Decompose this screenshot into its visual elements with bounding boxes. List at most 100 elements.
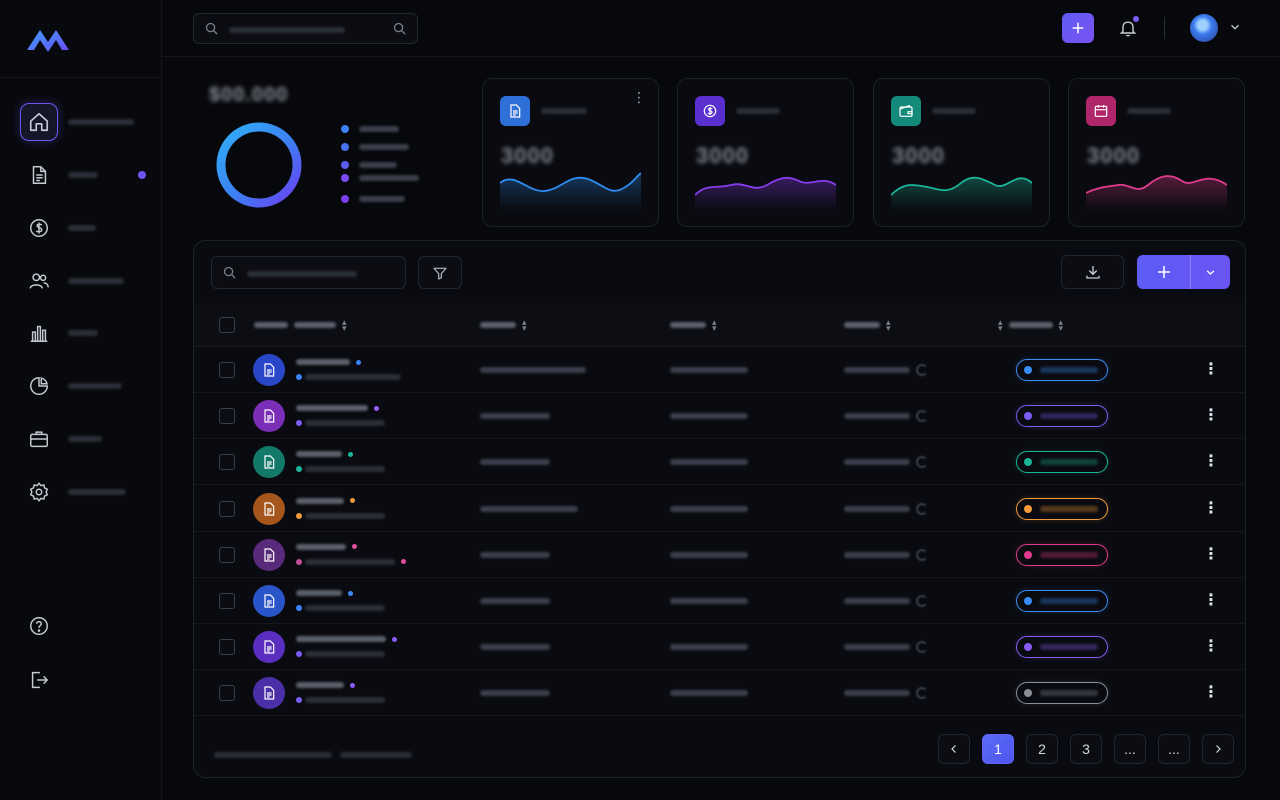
table-panel: ▴ ▾ ▴ ▾ ▴ ▾ ▴ ▾ ▴ ▾ ▴ ▾ ⋮ ⋮ ⋮ ⋮ ⋮ ⋮ ⋮ ⋮ 1 2 3 ... ..: [193, 240, 1246, 778]
sidebar-item-help[interactable]: [20, 606, 150, 646]
page-ellipsis[interactable]: ...: [1114, 734, 1146, 764]
column-header[interactable]: ▴ ▾: [670, 318, 717, 333]
stat-card-revenue[interactable]: 3000: [677, 78, 854, 227]
status-badge: [1016, 405, 1108, 428]
help-icon: [20, 607, 58, 645]
notifications-button[interactable]: [1115, 15, 1141, 41]
topbar: [162, 0, 1280, 57]
row-actions-icon[interactable]: ⋮: [1203, 638, 1219, 656]
row-checkbox[interactable]: [219, 685, 235, 702]
row-amount: [844, 595, 928, 607]
row-date: [670, 367, 748, 373]
bell-icon: [1119, 21, 1137, 37]
row-cell: [480, 598, 550, 604]
table-row[interactable]: ⋮: [194, 486, 1245, 532]
row-actions-icon[interactable]: ⋮: [1203, 499, 1219, 517]
row-title: [296, 636, 397, 643]
column-header[interactable]: ▴ ▾: [844, 318, 891, 333]
row-checkbox[interactable]: [219, 408, 235, 425]
stat-label: [541, 108, 587, 114]
plus-icon: [1157, 266, 1170, 278]
row-cell: [480, 367, 586, 373]
table-row[interactable]: ⋮: [194, 347, 1245, 393]
row-checkbox[interactable]: [219, 593, 235, 609]
sidebar-item-projects[interactable]: [20, 419, 150, 459]
row-subtitle: [296, 512, 385, 519]
status-badge: [1016, 682, 1108, 705]
row-actions-icon[interactable]: ⋮: [1203, 592, 1219, 609]
row-checkbox[interactable]: [219, 546, 235, 563]
sidebar-item-users[interactable]: [20, 261, 150, 301]
table-row[interactable]: ⋮: [194, 578, 1245, 624]
search-input[interactable]: [193, 13, 418, 44]
row-checkbox[interactable]: [219, 362, 235, 378]
status-badge: [1016, 359, 1108, 381]
row-actions-icon[interactable]: ⋮: [1203, 545, 1219, 563]
document-icon: [253, 492, 285, 525]
next-page-button[interactable]: [1202, 734, 1234, 764]
sidebar-item-reports[interactable]: [20, 366, 150, 406]
stat-card-calendar[interactable]: 3000: [1068, 78, 1245, 227]
row-actions-icon[interactable]: ⋮: [1203, 684, 1219, 702]
status-badge: [1016, 451, 1108, 474]
column-header[interactable]: ▴ ▾: [480, 318, 527, 333]
add-split-button[interactable]: [1137, 255, 1230, 289]
page-button[interactable]: 1: [982, 734, 1014, 764]
create-button[interactable]: [1062, 13, 1094, 43]
page-button[interactable]: 2: [1026, 734, 1058, 764]
table-search-input[interactable]: [211, 256, 406, 289]
row-subtitle: [296, 420, 385, 427]
filter-button[interactable]: [418, 256, 462, 289]
row-checkbox[interactable]: [219, 454, 235, 471]
summary-widget: $00.000: [193, 78, 463, 226]
row-actions-icon[interactable]: ⋮: [1203, 407, 1219, 425]
sidebar-item-home[interactable]: [20, 102, 150, 142]
stat-value: 3000: [1087, 143, 1140, 168]
more-icon[interactable]: ⋮: [632, 89, 646, 105]
sidebar-item-analytics[interactable]: [20, 313, 150, 353]
page-button[interactable]: 3: [1070, 734, 1102, 764]
page-ellipsis[interactable]: ...: [1158, 734, 1190, 764]
bar-chart-icon: [20, 314, 58, 352]
row-checkbox[interactable]: [219, 500, 235, 517]
document-icon: [20, 156, 58, 194]
select-all-checkbox[interactable]: [219, 317, 235, 333]
table-row[interactable]: ⋮: [194, 670, 1245, 717]
column-header[interactable]: ▴ ▾: [254, 318, 347, 333]
row-date: [670, 459, 748, 466]
row-title: [296, 682, 355, 689]
row-date: [670, 598, 748, 604]
search-icon[interactable]: [392, 21, 407, 36]
stat-card-documents[interactable]: ⋮ 3000: [482, 78, 659, 227]
row-actions-icon[interactable]: ⋮: [1203, 453, 1219, 471]
stat-card-wallet[interactable]: 3000: [873, 78, 1050, 227]
add-button[interactable]: [1137, 255, 1191, 289]
table-row[interactable]: ⋮: [194, 439, 1245, 486]
table-row[interactable]: ⋮: [194, 393, 1245, 440]
chevron-down-icon[interactable]: [1228, 20, 1242, 34]
sidebar-item-documents[interactable]: [20, 155, 150, 195]
row-amount: [844, 641, 928, 654]
add-options-dropdown[interactable]: [1191, 255, 1230, 289]
row-cell: [480, 413, 550, 420]
row-actions-icon[interactable]: ⋮: [1203, 361, 1219, 378]
column-header[interactable]: ▴ ▾ ▴ ▾: [998, 318, 1063, 333]
row-checkbox[interactable]: [219, 639, 235, 656]
download-button[interactable]: [1061, 255, 1124, 289]
table-row[interactable]: ⋮: [194, 532, 1245, 578]
document-icon: [253, 631, 285, 664]
row-subtitle: [296, 374, 401, 380]
app-logo[interactable]: [24, 22, 72, 58]
table-row[interactable]: ⋮: [194, 624, 1245, 671]
sidebar-item-logout[interactable]: [20, 660, 150, 700]
prev-page-button[interactable]: [938, 734, 970, 764]
sidebar-item-settings[interactable]: [20, 472, 150, 512]
sidebar-item-finance[interactable]: [20, 208, 150, 248]
chevron-left-icon: [951, 745, 956, 753]
row-amount: [844, 502, 928, 515]
row-amount: [844, 687, 928, 700]
pagination: 1 2 3 ... ...: [938, 734, 1234, 764]
stat-label: [736, 108, 780, 114]
user-avatar[interactable]: [1190, 14, 1218, 42]
sidebar-item-label: [68, 172, 98, 178]
